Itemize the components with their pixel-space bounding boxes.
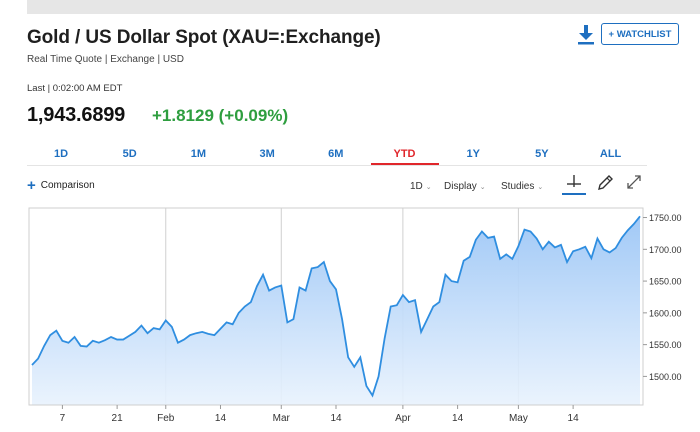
time-range-tabs: 1D 5D 1M 3M 6M YTD 1Y 5Y ALL [27,145,647,165]
download-icon[interactable] [576,24,596,46]
page-title: Gold / US Dollar Spot (XAU=:Exchange) [27,27,381,48]
x-tick-label: 14 [452,413,464,424]
display-label: Display [444,181,477,192]
quote-source: Real Time Quote | Exchange | USD [27,54,184,65]
x-tick-label: 14 [568,413,580,424]
plus-icon: + [27,176,36,194]
x-tick-label: Mar [273,413,291,424]
add-to-watchlist-button[interactable]: + WATCHLIST [601,23,679,45]
tab-5d[interactable]: 5D [122,148,137,160]
expand-icon[interactable] [622,172,646,194]
y-tick-label: 1550.00 [649,340,682,350]
top-banner [27,0,700,14]
y-tick-label: 1750.00 [649,213,682,223]
chevron-down-icon: ⌄ [537,184,544,191]
comparison-button[interactable]: + Comparison [27,176,95,194]
comparison-label: Comparison [40,180,95,191]
studies-dropdown[interactable]: Studies ⌄ [501,181,543,192]
interval-dropdown[interactable]: 1D ⌄ [410,181,432,192]
y-tick-label: 1700.00 [649,245,682,255]
last-price: 1,943.6899 [27,104,126,126]
active-tool-indicator [562,193,586,195]
x-tick-label: May [509,413,528,424]
tab-5y[interactable]: 5Y [535,148,549,160]
x-tick-label: 14 [215,413,227,424]
tab-all[interactable]: ALL [599,148,622,160]
crosshair-icon[interactable] [562,172,586,194]
x-tick-label: Apr [395,413,411,424]
x-tick-label: 7 [60,413,66,424]
tab-1y[interactable]: 1Y [466,148,480,160]
chevron-down-icon: ⌄ [425,184,432,191]
tabs-divider [27,165,647,166]
y-tick-label: 1600.00 [649,308,682,318]
tab-6m[interactable]: 6M [328,148,344,160]
price-change: +1.8129 (+0.09%) [152,106,289,125]
y-tick-label: 1500.00 [649,372,682,382]
display-dropdown[interactable]: Display ⌄ [444,181,486,192]
price-line [31,215,641,398]
x-tick-label: 14 [330,413,342,424]
pencil-icon[interactable] [593,172,617,194]
last-updated: Last | 0:02:00 AM EDT [27,83,123,94]
y-tick-label: 1650.00 [649,277,682,287]
price-area [32,216,640,405]
x-tick-label: 21 [112,413,124,424]
x-tick-label: Feb [157,413,175,424]
studies-label: Studies [501,181,535,192]
price-chart[interactable]: 1500.00 1550.00 1600.00 1650.00 1700.00 1750.… [0,200,700,432]
tab-1m[interactable]: 1M [190,148,207,160]
tab-3m[interactable]: 3M [259,148,275,160]
interval-label: 1D [410,181,423,192]
chevron-down-icon: ⌄ [479,184,486,191]
tab-ytd[interactable]: YTD [370,145,439,165]
tab-1d[interactable]: 1D [53,148,69,160]
